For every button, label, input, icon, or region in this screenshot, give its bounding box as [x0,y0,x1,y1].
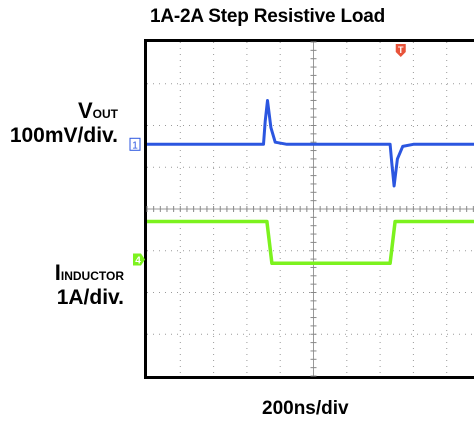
vout-label-main: V [77,98,93,123]
grid [146,41,474,377]
trace-vout [147,99,474,188]
trace-iinductor [147,219,474,266]
traces [147,99,474,266]
channel-1-marker: 1 [129,137,141,151]
inductor-label-main: I [54,260,61,285]
inductor-scale: 1A/div. [56,286,124,309]
channel-4-marker-label: 4 [135,256,141,267]
chart-title: 1A-2A Step Resistive Load [150,6,386,27]
vout-scale: 100mV/div. [9,124,118,147]
trigger-marker: T [395,44,406,57]
trigger-marker-label: T [398,45,404,55]
channel-4-marker: 4 [133,253,145,267]
x-axis-label: 200ns/div [262,398,349,419]
vout-label-sub: OUT [92,107,118,121]
inductor-label: IINDUCTOR 1A/div. [55,262,124,309]
inductor-label-sub: INDUCTOR [60,269,124,283]
channel-markers: 1 4 T [129,44,406,267]
vout-label: VOUT 100mV/div. [10,100,118,147]
channel-1-marker-label: 1 [132,140,138,151]
